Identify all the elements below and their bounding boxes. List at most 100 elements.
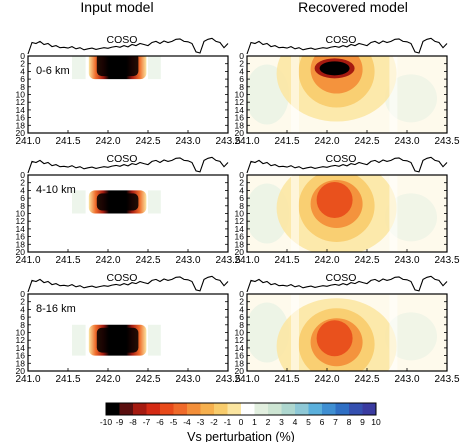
positive-smear — [385, 74, 437, 123]
y-tick-label: 10 — [235, 90, 245, 100]
y-tick-label: 6 — [239, 312, 244, 322]
x-tick-label: 243.5 — [434, 255, 459, 266]
coso-label: COSO — [107, 272, 138, 284]
depth-label: 0-6 km — [36, 65, 70, 77]
side-lobe — [72, 56, 86, 80]
x-tick-label: 243.0 — [394, 136, 419, 147]
x-tick-label: 241.0 — [234, 136, 259, 147]
y-tick-label: 18 — [235, 120, 245, 130]
colorbar-swatch — [335, 403, 350, 415]
colorbar-swatch — [362, 403, 377, 415]
y-tick-label: 4 — [20, 66, 25, 76]
colorbar-tick-label: 3 — [279, 417, 284, 427]
gap-strip — [291, 175, 299, 252]
colorbar-swatch — [119, 403, 134, 415]
y-tick-label: 20 — [235, 366, 245, 376]
colorbar-swatch — [281, 403, 296, 415]
recovered-core — [316, 181, 353, 218]
colorbar-tick-label: 0 — [239, 417, 244, 427]
x-tick-label: 242.5 — [135, 255, 160, 266]
colorbar-tick-label: -2 — [210, 417, 218, 427]
colorbar-swatch — [227, 403, 242, 415]
side-lobe — [148, 56, 161, 80]
x-tick-label: 243.5 — [434, 374, 459, 385]
x-tick-label: 243.0 — [394, 255, 419, 266]
topography-line — [246, 37, 448, 55]
x-tick-label: 241.0 — [15, 255, 40, 266]
topography-line — [27, 37, 229, 55]
colorbar-tick-label: 1 — [252, 417, 257, 427]
x-tick-label: 242.0 — [314, 374, 339, 385]
y-tick-label: 20 — [16, 247, 26, 257]
y-tick-label: 12 — [235, 97, 245, 107]
y-tick-label: 4 — [239, 304, 244, 314]
y-tick-label: 4 — [20, 185, 25, 195]
colorbar-swatch — [308, 403, 323, 415]
y-tick-label: 18 — [235, 358, 245, 368]
y-tick-label: 20 — [235, 128, 245, 138]
x-tick-label: 242.0 — [95, 255, 120, 266]
y-tick-label: 18 — [16, 358, 26, 368]
x-tick-label: 242.0 — [95, 374, 120, 385]
y-tick-label: 10 — [16, 328, 26, 338]
x-tick-label: 243.0 — [175, 255, 200, 266]
y-tick-label: 2 — [20, 178, 25, 188]
colorbar-tick-label: -6 — [156, 417, 164, 427]
gap-strip — [389, 175, 398, 252]
y-tick-label: 14 — [16, 105, 26, 115]
x-tick-label: 242.0 — [314, 136, 339, 147]
y-tick-label: 0 — [239, 51, 244, 61]
y-tick-label: 6 — [239, 74, 244, 84]
side-lobe — [72, 190, 86, 214]
x-tick-label: 243.5 — [215, 136, 240, 147]
y-tick-label: 12 — [16, 97, 26, 107]
side-lobe — [148, 190, 161, 214]
coso-label: COSO — [326, 153, 357, 165]
y-tick-label: 14 — [16, 343, 26, 353]
colorbar-swatch — [214, 403, 228, 415]
colorbar-tick-label: 8 — [347, 417, 352, 427]
y-tick-label: 12 — [235, 216, 245, 226]
y-tick-label: 10 — [235, 209, 245, 219]
colorbar-tick-label: 4 — [293, 417, 298, 427]
y-tick-label: 0 — [239, 289, 244, 299]
colorbar-swatch — [268, 403, 282, 415]
side-lobe — [148, 324, 161, 356]
x-tick-label: 241.5 — [274, 374, 299, 385]
x-tick-label: 241.5 — [274, 136, 299, 147]
x-tick-label: 241.5 — [55, 136, 80, 147]
x-tick-label: 242.0 — [95, 136, 120, 147]
colorbar-frame — [105, 402, 377, 416]
colorbar-swatch — [295, 403, 309, 415]
x-tick-label: 241.0 — [234, 255, 259, 266]
colorbar-swatch — [133, 403, 147, 415]
colorbar-tick-label: 5 — [306, 417, 311, 427]
y-tick-label: 18 — [16, 239, 26, 249]
colorbar-swatch — [160, 403, 174, 415]
y-tick-label: 14 — [16, 224, 26, 234]
colorbar-tick-label: 6 — [320, 417, 325, 427]
topography-line — [27, 275, 229, 293]
topography-line — [27, 156, 229, 174]
x-tick-label: 241.0 — [15, 374, 40, 385]
colorbar-swatch — [173, 403, 188, 415]
y-tick-label: 16 — [16, 351, 26, 361]
y-tick-label: 6 — [20, 74, 25, 84]
y-tick-label: 6 — [20, 312, 25, 322]
y-tick-label: 8 — [20, 320, 25, 330]
y-tick-label: 20 — [16, 128, 26, 138]
y-tick-label: 16 — [235, 232, 245, 242]
y-tick-label: 8 — [239, 320, 244, 330]
y-tick-label: 8 — [20, 82, 25, 92]
x-tick-label: 243.5 — [215, 255, 240, 266]
x-tick-label: 243.5 — [434, 136, 459, 147]
input-anomaly-core — [96, 193, 139, 211]
input-anomaly-core — [96, 56, 139, 77]
y-tick-label: 0 — [20, 51, 25, 61]
coso-label: COSO — [326, 272, 357, 284]
